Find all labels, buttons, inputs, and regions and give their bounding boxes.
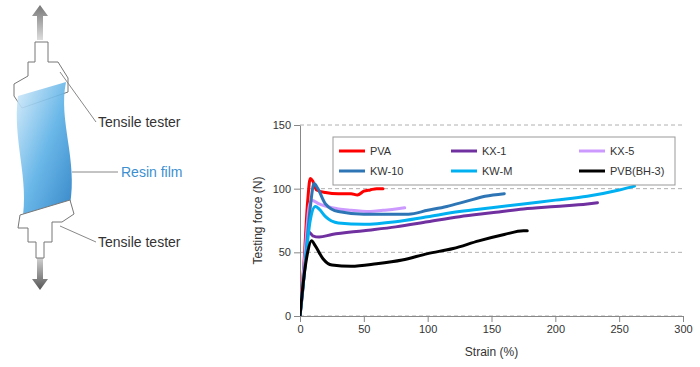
legend-swatch [579,170,605,173]
legend-item: KX-5 [579,145,634,157]
tick-mark [555,316,556,322]
tick-label: 100 [419,323,437,335]
legend-label: KX-5 [610,145,634,157]
legend-swatch [451,150,477,153]
legend-box [333,137,675,185]
legend-swatch [579,150,605,153]
leader-line [60,72,96,122]
tick-label: 50 [279,246,291,258]
line-series [300,184,504,316]
illustration: Tensile tester Resin film Tensile tester [14,5,182,290]
x-axis-title: Strain (%) [465,345,518,359]
legend-label: KX-1 [482,145,506,157]
arrow-up [32,5,48,40]
x-axis: 0 50 100 150 200 250 300 [297,316,692,335]
label: Resin film [121,164,182,180]
tick-mark [294,316,300,317]
tick-mark [428,316,429,322]
tick: 0 [297,316,303,335]
legend-swatch [339,170,365,173]
legend-swatch [339,150,365,153]
grid-line [300,125,683,126]
canvas: Tensile tester Resin film Tensile tester 0 5… [0,0,700,367]
legend-label: KW-M [482,165,512,177]
legend-label: KW-10 [370,165,403,177]
leader-line [72,172,118,173]
tick-mark [619,316,620,322]
tick-label: 0 [297,323,303,335]
arrow-down [32,255,48,290]
tick: 200 [547,316,565,335]
tick-label: 250 [610,323,628,335]
tick-label: 150 [273,119,291,131]
legend-swatch [451,170,477,173]
line-series [300,203,597,316]
legend-item: KX-1 [451,145,506,157]
tick-mark [364,316,365,322]
tick-label: 100 [273,183,291,195]
chart: 0 50 100 150 200 250 300 0 50 100 150 Strain (%) Tes… [251,119,693,359]
line-series [300,231,527,316]
leader-line [60,226,96,242]
tick-label: 300 [674,323,692,335]
tick: 50 [358,316,370,335]
tick-mark [294,125,300,126]
tick-label: 0 [285,310,291,322]
tick-label: 50 [358,323,370,335]
legend-item: KW-10 [339,165,403,177]
grid-line [300,252,683,253]
tick: 100 [419,316,437,335]
series-group [300,178,634,316]
tick-mark [683,316,684,322]
tick: 150 [273,119,300,131]
y-axis: 0 50 100 150 [273,119,301,322]
y-axis-title: Testing force (N) [251,176,265,264]
resin-film [17,82,72,222]
tick: 250 [610,316,628,335]
tick: 100 [273,183,300,195]
tick-mark [492,316,493,322]
tick-mark [294,252,300,253]
tick: 150 [483,316,501,335]
line-series [300,200,405,316]
tick: 50 [279,246,300,258]
legend-item: KW-M [451,165,512,177]
grid [300,125,683,316]
legend-label: PVA [370,145,392,157]
label: Tensile tester [98,234,181,250]
tick-label: 150 [483,323,501,335]
legend-item: PVB(BH-3) [579,165,664,177]
legend: PVA KX-1 KX-5 KW-10 KW-M PVB(BH-3) [333,137,675,185]
tick-mark [294,189,300,190]
legend-label: PVB(BH-3) [610,165,664,177]
tick: 0 [285,310,300,322]
tick: 300 [674,316,692,335]
tick-mark [300,316,301,322]
legend-item: PVA [339,145,392,157]
tick-label: 200 [547,323,565,335]
label: Tensile tester [98,114,181,130]
line-series [300,186,634,316]
